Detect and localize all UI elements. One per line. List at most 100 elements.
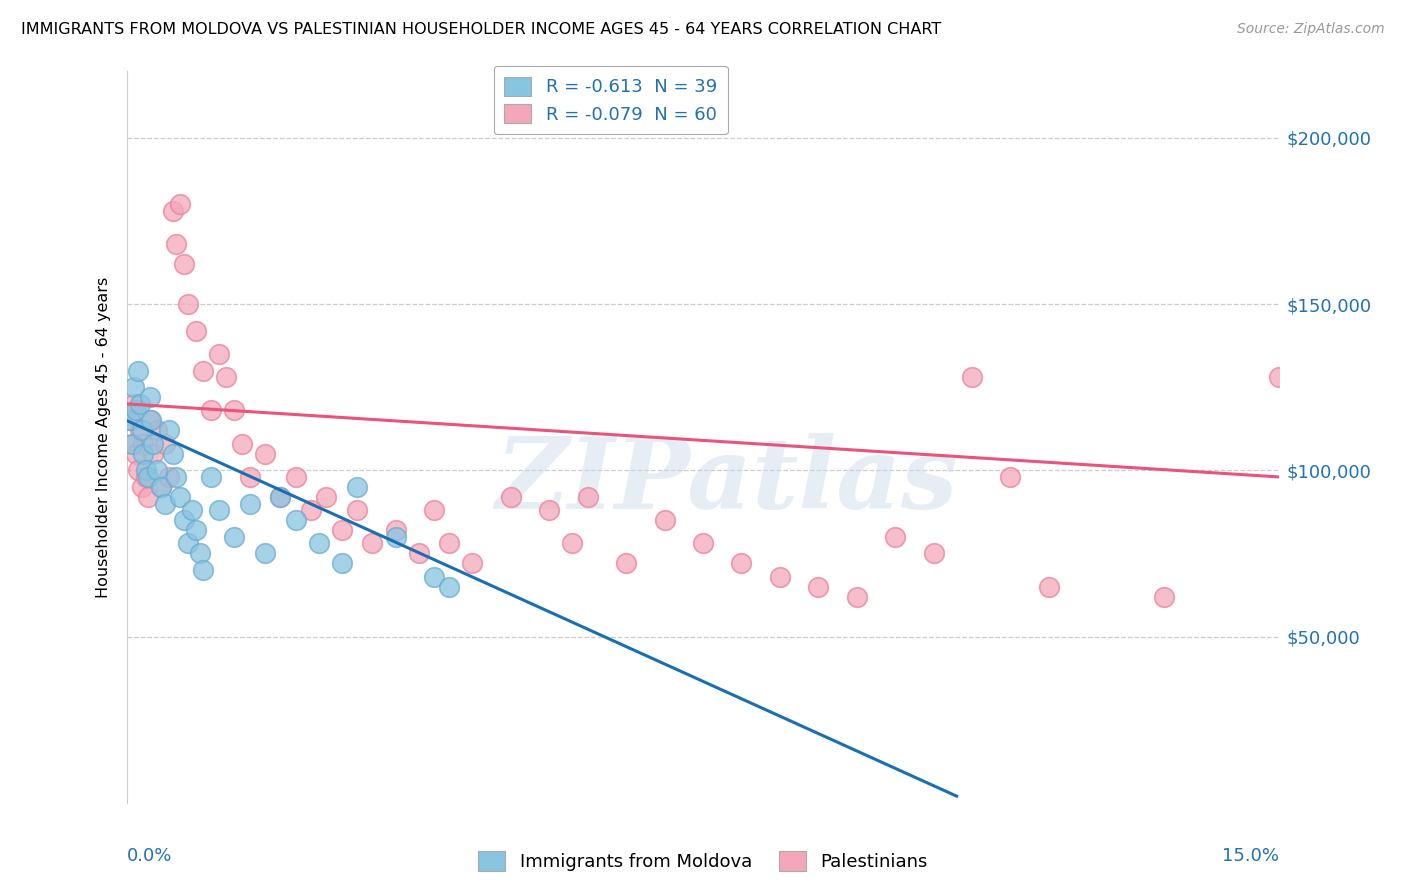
Point: [129, 397, 152, 411]
Point: [384, 530, 406, 544]
Point: [269, 490, 291, 504]
Point: [730, 557, 752, 571]
Point: [499, 490, 522, 504]
Point: [169, 490, 191, 504]
Point: [238, 470, 260, 484]
Point: [330, 557, 353, 571]
Point: [253, 447, 276, 461]
Point: [224, 530, 246, 544]
Point: [284, 513, 307, 527]
Point: [131, 424, 153, 438]
Point: [127, 363, 149, 377]
Point: [120, 413, 142, 427]
Point: [208, 347, 231, 361]
Point: [614, 557, 637, 571]
Point: [132, 447, 155, 461]
Text: 15.0%: 15.0%: [1222, 847, 1279, 864]
Point: [922, 546, 945, 560]
Point: [146, 424, 169, 438]
Point: [231, 436, 253, 450]
Point: [173, 513, 195, 527]
Point: [142, 436, 165, 450]
Text: 0.0%: 0.0%: [127, 847, 172, 864]
Point: [125, 403, 148, 417]
Point: [138, 413, 160, 427]
Point: [238, 497, 260, 511]
Point: [138, 390, 160, 404]
Point: [1268, 370, 1291, 384]
Point: [162, 447, 184, 461]
Point: [166, 470, 188, 484]
Point: [125, 447, 148, 461]
Point: [423, 570, 446, 584]
Point: [120, 413, 142, 427]
Point: [177, 297, 200, 311]
Point: [136, 490, 159, 504]
Point: [224, 403, 246, 417]
Point: [157, 470, 180, 484]
Point: [180, 503, 202, 517]
Point: [193, 363, 215, 377]
Y-axis label: Householder Income Ages 45 - 64 years: Householder Income Ages 45 - 64 years: [96, 277, 111, 598]
Point: [299, 503, 322, 517]
Point: [1000, 470, 1022, 484]
Point: [146, 463, 169, 477]
Point: [150, 480, 173, 494]
Point: [384, 523, 406, 537]
Point: [131, 480, 153, 494]
Point: [807, 580, 830, 594]
Text: ZIPatlas: ZIPatlas: [495, 433, 957, 529]
Point: [122, 380, 145, 394]
Point: [346, 503, 368, 517]
Legend: R = -0.613  N = 39, R = -0.079  N = 60: R = -0.613 N = 39, R = -0.079 N = 60: [494, 66, 728, 135]
Point: [269, 490, 291, 504]
Point: [132, 436, 155, 450]
Point: [361, 536, 384, 550]
Point: [127, 463, 149, 477]
Point: [200, 403, 222, 417]
Point: [177, 536, 200, 550]
Legend: Immigrants from Moldova, Palestinians: Immigrants from Moldova, Palestinians: [471, 844, 935, 879]
Point: [150, 480, 173, 494]
Point: [153, 497, 176, 511]
Text: Source: ZipAtlas.com: Source: ZipAtlas.com: [1237, 22, 1385, 37]
Point: [253, 546, 276, 560]
Point: [284, 470, 307, 484]
Point: [135, 463, 157, 477]
Point: [188, 546, 211, 560]
Point: [315, 490, 337, 504]
Point: [654, 513, 676, 527]
Point: [166, 237, 188, 252]
Point: [208, 503, 231, 517]
Point: [121, 436, 143, 450]
Point: [184, 523, 207, 537]
Point: [960, 370, 983, 384]
Text: IMMIGRANTS FROM MOLDOVA VS PALESTINIAN HOUSEHOLDER INCOME AGES 45 - 64 YEARS COR: IMMIGRANTS FROM MOLDOVA VS PALESTINIAN H…: [21, 22, 942, 37]
Point: [769, 570, 792, 584]
Point: [845, 590, 868, 604]
Point: [184, 324, 207, 338]
Point: [121, 436, 143, 450]
Point: [153, 436, 176, 450]
Point: [157, 424, 180, 438]
Point: [439, 580, 461, 594]
Point: [408, 546, 430, 560]
Point: [173, 257, 195, 271]
Point: [561, 536, 583, 550]
Point: [346, 480, 368, 494]
Point: [162, 204, 184, 219]
Point: [884, 530, 907, 544]
Point: [330, 523, 353, 537]
Point: [461, 557, 484, 571]
Point: [538, 503, 561, 517]
Point: [1153, 590, 1175, 604]
Point: [1038, 580, 1060, 594]
Point: [169, 197, 191, 211]
Point: [139, 413, 162, 427]
Point: [122, 397, 145, 411]
Point: [423, 503, 446, 517]
Point: [200, 470, 222, 484]
Point: [439, 536, 461, 550]
Point: [193, 563, 215, 577]
Point: [135, 470, 157, 484]
